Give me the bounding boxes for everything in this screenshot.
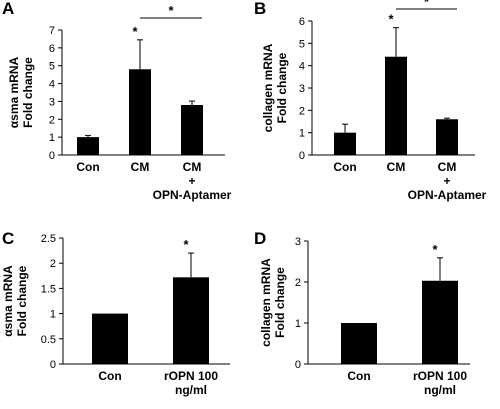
y-tick-label: 5 [299,38,305,50]
y-tick-label: 4 [49,79,55,91]
y-tick-label: 0.5 [41,334,56,346]
bar [181,105,203,155]
x-category-label: CM [387,160,406,174]
x-category-label: CM [183,160,202,174]
y-tick-label: 6 [299,16,305,28]
y-tick-label: 0 [50,359,56,371]
x-category-label: OPN-Aptamer [153,188,232,202]
y-axis-title-line: Fold change [273,267,287,338]
y-axis-title-line: Fold change [275,52,289,123]
y-tick-label: 0 [295,359,301,371]
y-axis-title-line: Fold change [15,265,29,336]
y-tick-label: 7 [49,25,55,37]
significance-star: * [183,237,189,252]
y-tick-label: 2 [50,258,56,270]
x-category-label: Con [333,160,356,174]
significance-star: * [388,12,394,27]
y-axis-title-line: αsma mRNA [1,265,15,337]
x-category-label: Con [347,369,370,383]
y-axis-title-line: collagen mRNA [259,258,273,347]
panel-label: D [254,229,266,248]
y-tick-label: 5 [49,61,55,73]
panel-label: A [2,0,14,18]
panel-label: B [254,0,266,18]
bar [385,56,407,155]
y-tick-label: 1 [49,132,55,144]
y-tick-label: 4 [299,61,305,73]
x-category-label: + [188,174,195,188]
bar [334,132,356,155]
bar [77,137,99,155]
y-tick-label: 0 [299,150,305,162]
y-tick-label: 6 [49,43,55,55]
x-category-label: Con [98,369,121,383]
bar [341,323,377,364]
y-axis-title: αsma mRNAFold change [1,265,29,337]
bar [436,119,458,155]
significance-star: * [132,24,138,39]
y-axis-title-line: collagen mRNA [261,43,275,132]
x-category-label: + [443,174,450,188]
y-tick-label: 2.5 [41,233,56,245]
bar [92,313,128,364]
x-category-label: rOPN 100 [413,369,467,383]
y-tick-label: 1 [299,128,305,140]
y-tick-label: 3 [299,83,305,95]
bar [129,69,151,155]
bar [173,277,209,364]
x-category-label: rOPN 100 [164,369,218,383]
y-axis-title-line: Fold change [21,57,35,128]
x-category-label: CM [438,160,457,174]
y-axis-title: αsma mRNAFold change [7,56,35,128]
y-tick-label: 2 [295,277,301,289]
x-category-label: CM [131,160,150,174]
x-category-label: OPN-Aptamer [408,188,487,202]
y-tick-label: 0 [49,150,55,162]
y-tick-label: 3 [49,96,55,108]
y-tick-label: 1 [50,309,56,321]
bracket-star: * [424,0,430,9]
bracket-star: * [168,3,174,18]
y-tick-label: 1 [295,318,301,330]
y-tick-label: 2 [299,105,305,117]
x-category-label: ng/ml [175,383,207,397]
bar [422,280,458,364]
y-axis-title-line: αsma mRNA [7,56,21,128]
y-axis-title: collagen mRNAFold change [259,258,287,347]
x-category-label: ng/ml [424,383,456,397]
panel-label: C [2,229,14,248]
y-tick-label: 2 [49,114,55,126]
y-tick-label: 3 [295,236,301,248]
x-category-label: Con [76,160,99,174]
y-axis-title: collagen mRNAFold change [261,43,289,132]
significance-star: * [432,242,438,257]
y-tick-label: 1.5 [41,283,56,295]
